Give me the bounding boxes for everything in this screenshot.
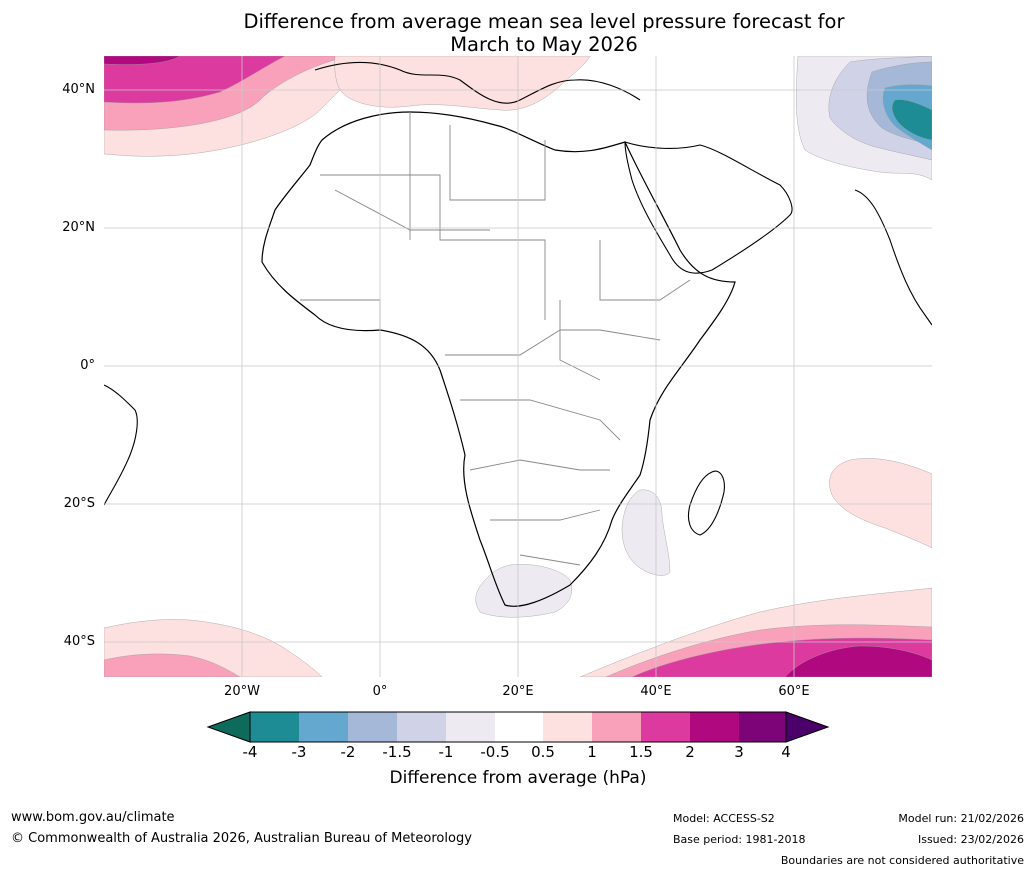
europe-coastline [314, 61, 641, 104]
colorbar-bin-5 [446, 712, 495, 742]
footer-disclaimer: Boundaries are not considered authoritat… [780, 854, 1024, 867]
colorbar-high-outline [785, 711, 830, 743]
colorbar-bin-3 [348, 712, 397, 742]
colorbar-bin-11 [739, 712, 786, 742]
footer-issued: Issued: 23/02/2026 [917, 833, 1024, 846]
footer-base-period: Base period: 1981-2018 [673, 833, 806, 846]
anomaly-moz-neg [621, 489, 671, 576]
colorbar-tick: -4 [242, 743, 258, 761]
lat-label-40S: 40°S [63, 634, 95, 649]
anomaly-nw-1.5 [104, 56, 286, 104]
colorbar-tick: 2 [685, 743, 695, 761]
colorbar-tick: -1.5 [382, 743, 412, 761]
colorbar-bin-6 [495, 712, 543, 742]
footer-model: Model: ACCESS-S2 [673, 812, 775, 825]
colorbar-low-extend [208, 712, 250, 742]
colorbar-tick: 1 [587, 743, 597, 761]
india-coastline [854, 189, 932, 326]
anomaly-so-2 [784, 645, 932, 677]
map-title: Difference from average mean sea level p… [104, 10, 984, 56]
lat-label-20S: 20°S [63, 496, 95, 511]
colorbar-tick: -2 [340, 743, 356, 761]
colorbar-tick: -0.5 [480, 743, 510, 761]
colorbar-tick: -3 [291, 743, 307, 761]
lat-label-20N: 20°N [62, 220, 95, 235]
colorbar-bin-9 [641, 712, 690, 742]
lon-label-0: 0° [372, 684, 388, 699]
colorbar-tick: -1 [438, 743, 454, 761]
colorbar-bin-1 [250, 712, 299, 742]
colorbar-tick: 4 [781, 743, 791, 761]
anomaly-me-neg-3 [891, 99, 932, 141]
lon-label-20W: 20°W [224, 684, 260, 699]
country-borders [300, 112, 691, 566]
colorbar-tick: 0.5 [531, 743, 555, 761]
south-america-coastline [104, 384, 138, 506]
anomaly-nw-2 [104, 56, 181, 65]
arabia-coastline [624, 141, 793, 274]
africa-coastline [261, 111, 736, 607]
lat-label-0: 0° [80, 358, 95, 373]
madagascar-coastline [687, 470, 725, 536]
colorbar-tick: 1.5 [629, 743, 653, 761]
colorbar-bin-10 [690, 712, 739, 742]
colorbar-bin-4 [397, 712, 446, 742]
footer-model-run: Model run: 21/02/2026 [898, 812, 1024, 825]
colorbar-low-outline [206, 711, 251, 743]
title-line-2: March to May 2026 [450, 33, 638, 56]
colorbar-label: Difference from average (hPa) [389, 768, 647, 788]
colorbar-bin-7 [543, 712, 592, 742]
colorbar-tick: 3 [734, 743, 744, 761]
lon-label-40E: 40°E [640, 684, 672, 699]
anomaly-sw-1 [104, 653, 241, 677]
footer-copyright: © Commonwealth of Australia 2026, Austra… [11, 831, 472, 846]
colorbar-bin-8 [592, 712, 641, 742]
colorbar-bin-2 [299, 712, 348, 742]
anomaly-io-0.5 [829, 458, 932, 549]
title-line-1: Difference from average mean sea level p… [243, 10, 845, 33]
colorbar-high-extend [786, 712, 828, 742]
graticule [104, 56, 932, 677]
colorbar [206, 711, 830, 743]
footer-website[interactable]: www.bom.gov.au/climate [11, 810, 175, 825]
lon-label-60E: 60°E [778, 684, 810, 699]
lon-label-20E: 20°E [502, 684, 534, 699]
lat-label-40N: 40°N [62, 82, 95, 97]
anomaly-safrica-neg [475, 564, 573, 618]
